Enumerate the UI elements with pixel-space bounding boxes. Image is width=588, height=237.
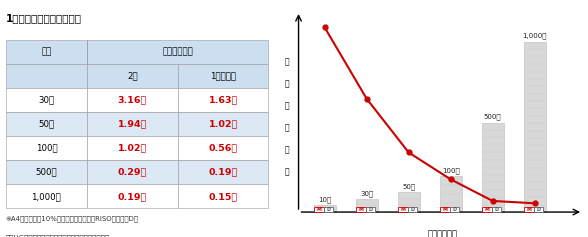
Bar (313, 205, 336, 212)
Text: D: D (495, 207, 499, 212)
Text: 1,000枚: 1,000枚 (522, 33, 547, 39)
Bar (6, 184, 87, 208)
Text: 10枚: 10枚 (318, 196, 331, 203)
Text: M: M (526, 207, 531, 212)
Bar (178, 136, 269, 160)
FancyBboxPatch shape (482, 207, 492, 212)
Bar (87, 160, 178, 184)
Text: 単: 単 (285, 145, 289, 154)
Bar (397, 192, 420, 212)
Text: 100枚: 100枚 (35, 144, 57, 153)
Text: M: M (316, 207, 321, 212)
FancyBboxPatch shape (366, 207, 375, 212)
FancyBboxPatch shape (533, 207, 543, 212)
Text: 1.02円: 1.02円 (209, 120, 238, 129)
Bar (6, 112, 87, 136)
FancyBboxPatch shape (397, 207, 407, 212)
FancyBboxPatch shape (450, 207, 459, 212)
Text: リ: リ (285, 79, 289, 88)
FancyBboxPatch shape (440, 207, 450, 212)
Text: 2色: 2色 (127, 71, 138, 80)
Text: 0.15円: 0.15円 (209, 192, 238, 201)
Bar (87, 40, 269, 64)
Bar (87, 136, 178, 160)
FancyBboxPatch shape (524, 207, 533, 212)
FancyBboxPatch shape (492, 207, 502, 212)
Bar (178, 112, 269, 136)
Bar (6, 88, 87, 112)
Bar (178, 160, 269, 184)
Bar (87, 184, 178, 208)
Text: 0.19円: 0.19円 (209, 168, 238, 177)
Bar (6, 64, 87, 88)
Text: M: M (442, 207, 447, 212)
Text: M: M (358, 207, 363, 212)
FancyBboxPatch shape (407, 207, 417, 212)
Text: 0.29円: 0.29円 (118, 168, 147, 177)
Bar (87, 88, 178, 112)
Text: M: M (400, 207, 405, 212)
FancyBboxPatch shape (356, 207, 366, 212)
Bar (178, 184, 269, 208)
Text: 30枚: 30枚 (38, 96, 55, 105)
FancyBboxPatch shape (313, 207, 323, 212)
Text: 価: 価 (285, 167, 289, 176)
Text: ト: ト (285, 123, 289, 132)
Text: 1,000枚: 1,000枚 (32, 192, 61, 201)
Text: 500枚: 500枚 (35, 168, 57, 177)
Bar (482, 123, 503, 212)
Text: 1色（黒）: 1色（黒） (210, 71, 236, 80)
Text: D: D (326, 207, 330, 212)
Text: プリント単価: プリント単価 (162, 47, 193, 56)
Bar (87, 112, 178, 136)
Bar (356, 199, 377, 212)
Text: 1枚あたりのプリント単価: 1枚あたりのプリント単価 (6, 13, 82, 23)
Bar (87, 64, 178, 88)
Bar (178, 64, 269, 88)
Text: D: D (410, 207, 415, 212)
Text: M: M (484, 207, 489, 212)
Bar (524, 42, 546, 212)
Text: 0.56円: 0.56円 (209, 144, 238, 153)
Text: ン: ン (285, 101, 289, 110)
Text: 3.16円: 3.16円 (118, 96, 147, 105)
Text: 枚数: 枚数 (41, 47, 52, 56)
Text: D: D (536, 207, 540, 212)
Bar (440, 176, 462, 212)
Text: 50枚: 50枚 (38, 120, 55, 129)
Text: イプHG使用の場合。排版インク代含む。用紙代別。: イプHG使用の場合。排版インク代含む。用紙代別。 (6, 235, 110, 237)
Text: プ: プ (285, 57, 289, 66)
Bar (178, 88, 269, 112)
Bar (6, 160, 87, 184)
Text: 0.19円: 0.19円 (118, 192, 147, 201)
Text: 1.02円: 1.02円 (118, 144, 147, 153)
Text: D: D (369, 207, 372, 212)
Text: 30枚: 30枚 (360, 191, 373, 197)
Text: プリント枚数: プリント枚数 (427, 229, 457, 237)
Text: 500枚: 500枚 (484, 114, 502, 120)
Text: D: D (452, 207, 456, 212)
FancyBboxPatch shape (323, 207, 333, 212)
Text: 50枚: 50枚 (402, 183, 415, 190)
Text: 100枚: 100枚 (442, 167, 459, 174)
Bar (6, 40, 87, 64)
Text: ※A4・画像面穉10%、同一原稿印刷時、RISOマスターDタ: ※A4・画像面穉10%、同一原稿印刷時、RISOマスターDタ (6, 216, 139, 222)
Bar (6, 136, 87, 160)
Text: 1.94円: 1.94円 (118, 120, 147, 129)
Text: 1.63円: 1.63円 (209, 96, 238, 105)
